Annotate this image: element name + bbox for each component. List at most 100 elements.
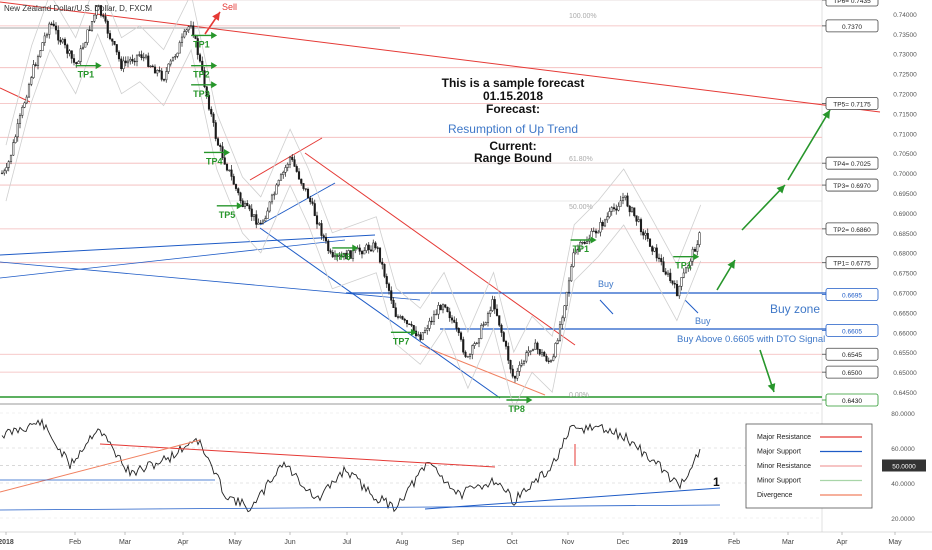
candle-body (441, 304, 445, 311)
candle-body (376, 247, 379, 249)
candle-body (104, 16, 107, 22)
candle-body (637, 219, 640, 222)
candle-body (644, 232, 647, 236)
candle-body (176, 52, 179, 57)
candle-body (671, 280, 674, 284)
price-level-tag: 0.6545 (822, 347, 879, 361)
tp-arrow-head (352, 244, 359, 252)
candle-body (570, 266, 573, 282)
candle-body (203, 70, 206, 87)
candle-body (381, 261, 384, 265)
candle-body (180, 36, 184, 43)
candle-body (113, 41, 116, 45)
candle-body (264, 218, 267, 222)
candle-body (216, 138, 220, 146)
candle-body (102, 15, 105, 17)
candle-body (342, 252, 346, 257)
price-tick-label: 0.72000 (893, 92, 917, 99)
tp-label: TP4 (206, 156, 223, 166)
candle-body (318, 223, 321, 225)
candle-body (324, 236, 328, 242)
candle-body (129, 58, 132, 62)
candle-body (581, 241, 584, 244)
legend-label: Minor Support (757, 478, 801, 485)
candle-body (414, 330, 418, 337)
tp-label: TP5 (219, 210, 236, 220)
candle-body (279, 174, 283, 181)
tp-label: TP1 (573, 244, 590, 254)
candle-body (410, 323, 413, 326)
candle-body (495, 308, 499, 316)
candle-body (534, 342, 537, 350)
buy-label-1: Buy (598, 279, 614, 289)
candle-body (509, 360, 512, 370)
candle-body (45, 34, 49, 37)
candle-body (657, 257, 661, 260)
candle-body (97, 5, 100, 7)
sell-label: Sell (222, 2, 237, 12)
candle-body (565, 291, 568, 307)
price-level-label: 0.7370 (842, 24, 862, 31)
candle-body (498, 315, 501, 326)
candle-body (288, 156, 292, 165)
tp-arrow-head (410, 328, 417, 336)
candle-body (88, 29, 91, 31)
candle-body (527, 350, 530, 353)
candle-body (525, 352, 528, 362)
candle-body (385, 276, 388, 285)
tp-marker: TP6 (332, 244, 359, 262)
candle-body (165, 71, 168, 81)
candle-body (349, 250, 352, 259)
fib-618-label: 61.80% (569, 156, 593, 163)
candle-body (302, 183, 305, 189)
tp-arrow-head (95, 62, 102, 70)
price-level-tag: TP4= 0.7025 (822, 156, 879, 170)
candle-body (239, 192, 242, 202)
candle-body (450, 317, 454, 321)
tp-label: TP1 (193, 39, 210, 49)
candle-body (187, 26, 190, 31)
tp-arrow-head (526, 396, 533, 404)
candle-body (621, 197, 625, 202)
price-tick-label: 0.71000 (893, 131, 917, 138)
current-value: Range Bound (474, 151, 552, 165)
candle-body (392, 300, 395, 308)
candle-body (12, 142, 15, 156)
candle-body (79, 48, 82, 62)
price-level-tag: 0.6605 (822, 323, 879, 337)
fib-50-label: 50.00% (569, 204, 593, 211)
candle-body (333, 254, 337, 258)
candle-body (678, 286, 681, 297)
candle-body (32, 64, 35, 78)
legend-label: Divergence (757, 492, 793, 499)
candle-body (673, 283, 676, 285)
support-channel-lower (259, 182, 336, 226)
candle-body (306, 188, 310, 199)
candle-body (592, 230, 595, 233)
candle-body (419, 334, 422, 340)
price-level-label: TP1= 0.6775 (833, 261, 871, 268)
price-tick-label: 0.64500 (893, 390, 917, 397)
price-level-label: 0.6605 (842, 328, 862, 335)
candle-body (367, 244, 370, 251)
time-tick-label: 2019 (672, 539, 688, 546)
candle-body (543, 351, 546, 357)
tp-arrow-head (211, 31, 218, 39)
candle-body (365, 244, 368, 251)
candle-body (642, 231, 645, 236)
candle-body (93, 14, 96, 22)
fib-100-label: 100.00% (569, 13, 597, 20)
candle-body (304, 188, 307, 190)
candle-body (169, 60, 172, 65)
price-tick-label: 0.71500 (893, 111, 917, 118)
candle-body (135, 54, 139, 62)
candle-body (43, 35, 46, 43)
tp-arrow-head (223, 148, 230, 156)
major-support-diagonal (259, 227, 501, 399)
price-tick-label: 0.67500 (893, 271, 917, 278)
tp-arrow-head (590, 236, 597, 244)
price-level-tag: 0.6430 (822, 393, 879, 407)
candle-body (39, 50, 42, 57)
candle-body (7, 161, 10, 168)
candle-body (466, 356, 469, 358)
